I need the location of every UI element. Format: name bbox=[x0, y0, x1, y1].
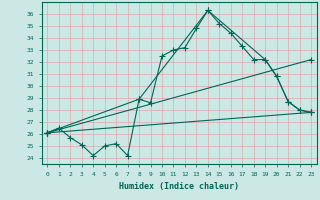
X-axis label: Humidex (Indice chaleur): Humidex (Indice chaleur) bbox=[119, 182, 239, 191]
